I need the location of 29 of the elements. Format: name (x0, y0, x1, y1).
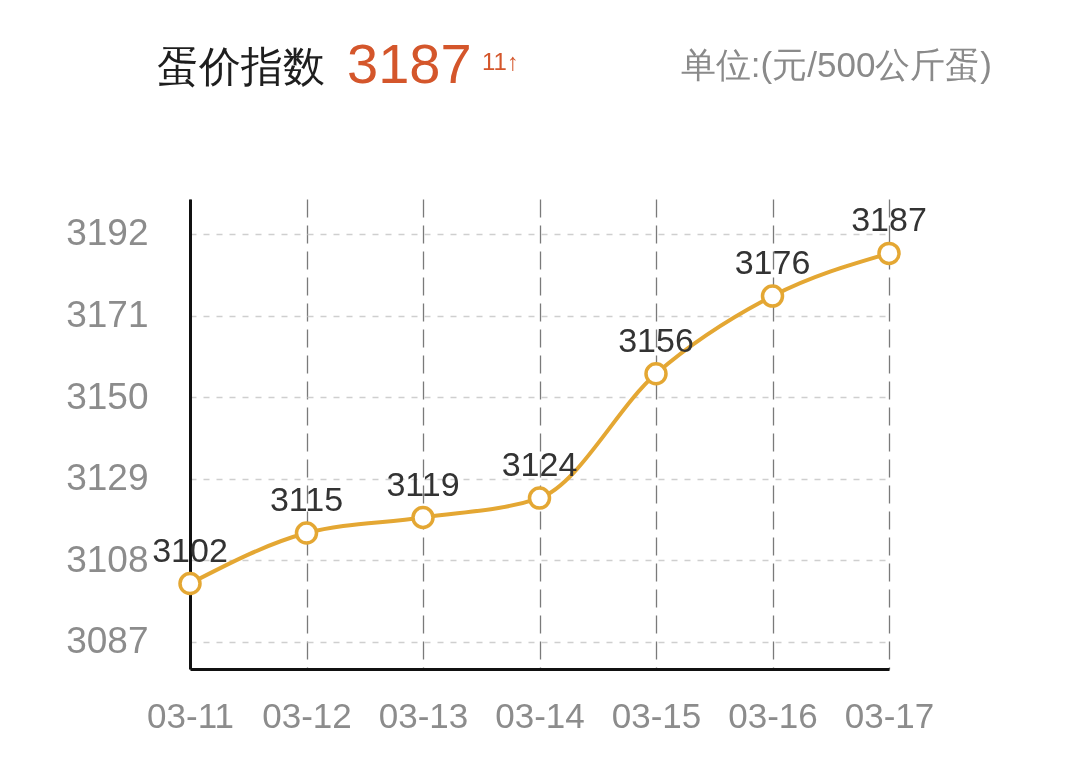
y-tick-label: 3087 (66, 620, 149, 662)
x-tick-label: 03-17 (844, 695, 935, 735)
data-label: 3176 (734, 243, 811, 282)
y-tick-label: 3150 (66, 375, 149, 417)
data-label: 3187 (851, 200, 927, 239)
point (411, 505, 435, 530)
x-tick-label: 03-14 (495, 695, 585, 735)
data-label: 3115 (269, 480, 344, 519)
data-label: 3119 (386, 464, 460, 503)
x-tick-label: 03-15 (611, 695, 702, 735)
x-tick-label: 03-12 (262, 695, 352, 735)
y-tick-label: 3171 (66, 294, 149, 336)
y-tick-label: 3108 (66, 538, 149, 580)
text: 单位:(元/500公斤蛋) (680, 45, 992, 84)
point (294, 521, 319, 545)
y-tick-label: 3129 (66, 457, 149, 499)
x-tick-label: 03-11 (147, 695, 234, 735)
point (178, 571, 202, 596)
text: 11↑ (482, 48, 519, 75)
chart-title: 蛋价指数 (157, 43, 325, 90)
data-label: 3124 (501, 445, 578, 484)
text: 3187 (347, 32, 472, 95)
x-tick-label: 03-16 (728, 695, 818, 735)
point (760, 284, 785, 308)
y-tick-label: 3192 (66, 212, 149, 254)
x-tick-label: 03-13 (378, 695, 469, 735)
point (877, 241, 901, 266)
point (527, 486, 552, 510)
point (644, 362, 668, 386)
